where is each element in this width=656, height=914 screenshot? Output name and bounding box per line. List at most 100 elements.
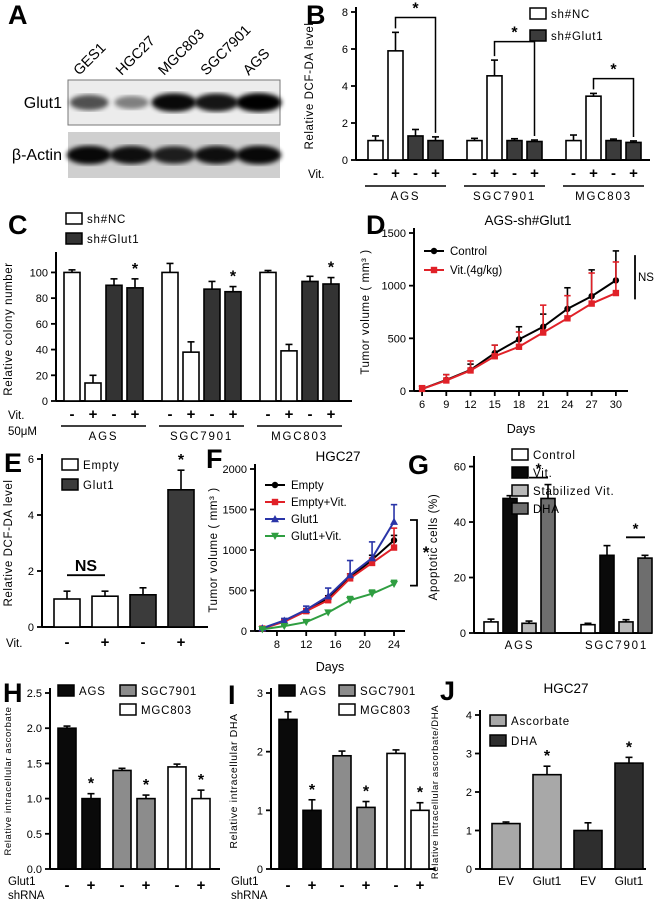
sign-row-label: Vit. (6, 638, 22, 650)
treatment-sign: - (512, 165, 517, 182)
legend-label: Empty (291, 480, 324, 492)
x-tick-label: 8 (274, 639, 280, 651)
y-axis-label: Apoptotic cells (%) (428, 494, 440, 601)
y-tick-label: 2.5 (27, 688, 42, 700)
bar (367, 139, 384, 161)
treatment-sign: - (65, 877, 70, 894)
legend-label: DHA (533, 504, 560, 516)
protein-band (109, 145, 154, 165)
treatment-sign: - (65, 634, 70, 651)
y-axis-label: Tumor volume ( mm³ ) (360, 249, 372, 374)
y-tick-label: 0.5 (27, 829, 42, 841)
legend-label: Vit.(4g/kg) (450, 265, 502, 277)
bar (502, 497, 518, 634)
legend-label: Ascorbate (511, 716, 570, 728)
bar (63, 271, 81, 402)
bar (491, 822, 521, 870)
legend-swatch (511, 448, 529, 461)
sign-row-label: shRNA (231, 890, 268, 902)
sig-star: * (230, 269, 237, 286)
bar (410, 809, 430, 870)
sig-star: * (132, 261, 139, 278)
bar (191, 797, 211, 870)
bar (565, 139, 582, 161)
group-label: MGC803 (271, 431, 328, 443)
bar (483, 621, 499, 634)
legend-swatch (61, 478, 79, 491)
protein-band (66, 145, 112, 165)
y-tick-label: 0 (42, 396, 48, 408)
x-tick-label: 12 (464, 399, 476, 411)
treatment-sign: + (187, 406, 196, 423)
y-tick-label: 3 (257, 688, 263, 700)
treatment-sign: - (413, 165, 418, 182)
marker-square (346, 575, 354, 582)
marker-square (564, 315, 571, 322)
marker-circle (271, 481, 279, 489)
legend-swatch (119, 703, 137, 716)
legend-label: Empty+Vit. (291, 497, 347, 509)
panel-j-ratio-bar-chart: 0 1 2 3 4 Relative intracellular ascorbate/DH… (430, 681, 646, 888)
marker-square (612, 289, 620, 297)
treatment-sign: + (142, 877, 151, 894)
bar (259, 271, 277, 402)
y-axis-label: Relative intracellular ascorbate/DHA (430, 705, 441, 879)
y-tick-label: 60 (454, 462, 466, 474)
y-tick-label: 6 (342, 44, 348, 56)
sig-star: * (178, 452, 185, 469)
legend-label: Glut1 (83, 480, 115, 492)
chart-title: HGC27 (543, 681, 588, 696)
blot-row-label: Glut1 (24, 95, 62, 112)
bar (614, 762, 644, 870)
y-tick-label: 500 (229, 586, 247, 598)
treatment-sign: + (229, 406, 238, 423)
x-tick-label: 15 (489, 399, 501, 411)
legend-swatch (511, 484, 529, 497)
bar (356, 806, 376, 870)
legend-swatch (119, 684, 137, 697)
marker-tridown (302, 618, 311, 627)
treatment-sign: - (571, 165, 576, 182)
treatment-sign: - (373, 165, 378, 182)
sign-row-label: Glut1 (8, 876, 36, 888)
treatment-sign: + (416, 877, 425, 894)
bar (322, 283, 340, 402)
sig-label: * (633, 520, 639, 537)
protein-band (69, 94, 109, 111)
bar (302, 809, 322, 870)
legend-label: AGS (79, 686, 106, 698)
treatment-sign: + (362, 877, 371, 894)
x-tick-label: 18 (513, 399, 525, 411)
y-tick-label: 0.0 (27, 864, 42, 876)
treatment-sign: + (197, 877, 206, 894)
treatment-sign: - (266, 406, 271, 423)
y-tick-label: 40 (454, 517, 466, 529)
marker-square (515, 343, 523, 350)
marker-square (418, 385, 426, 393)
treatment-sign: + (308, 877, 317, 894)
y-axis-label: Tumor volume ( mm³ ) (208, 487, 220, 612)
sig-star: * (198, 772, 205, 789)
treatment-sign: + (89, 406, 98, 423)
legend-swatch (529, 7, 547, 20)
y-tick-label: 40 (36, 345, 48, 357)
bar-x-label: EV (580, 874, 596, 888)
sig-star: * (544, 748, 551, 765)
treatment-sign: - (472, 165, 477, 182)
y-tick-label: 1.0 (27, 794, 42, 806)
sig-bracket (592, 77, 635, 137)
sig-star: * (610, 62, 617, 79)
panel-letter-c: C (8, 210, 28, 240)
protein-band (194, 93, 239, 112)
y-tick-label: 20 (36, 370, 48, 382)
panel-letter-j: J (440, 676, 456, 706)
bar-x-label: Glut1 (615, 874, 644, 888)
bar (618, 621, 634, 634)
sign-row-label: shRNA (8, 890, 45, 902)
marker-triup (324, 592, 333, 600)
y-tick-label: 6 (28, 454, 34, 466)
bar (637, 557, 653, 634)
sig-star: * (626, 739, 633, 756)
